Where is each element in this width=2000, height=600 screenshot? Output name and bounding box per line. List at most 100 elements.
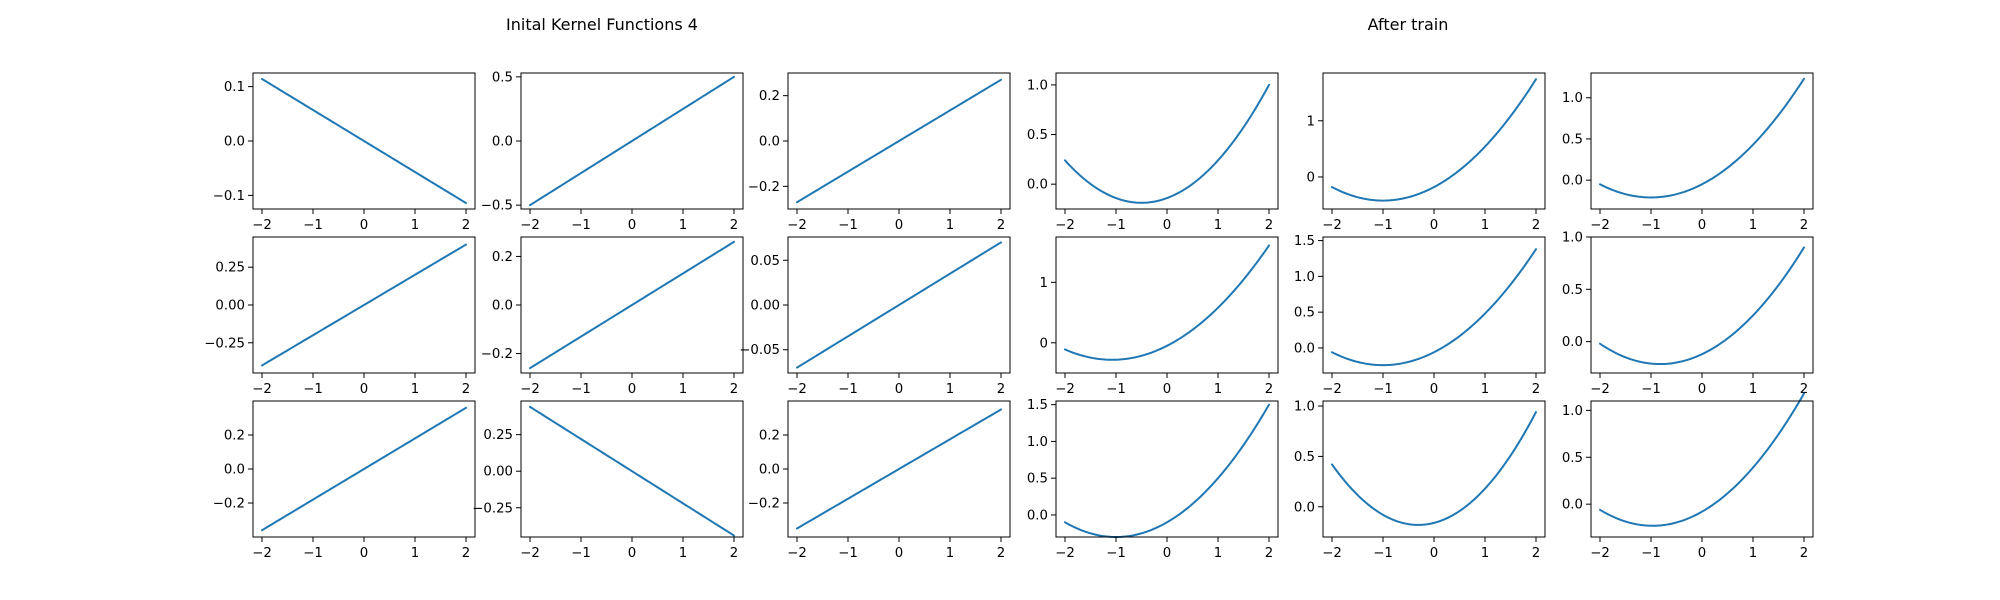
axes-frame <box>1590 236 1814 374</box>
y-tick-label: 0.0 <box>1294 500 1315 515</box>
x-tick-label: −2 <box>1055 546 1075 561</box>
y-tick-label: −0.25 <box>204 336 245 351</box>
y-tick-label: 1 <box>1307 114 1315 129</box>
x-tick-label: −1 <box>1106 218 1126 233</box>
x-tick-label: 2 <box>730 218 738 233</box>
right-title: After train <box>1368 15 1449 34</box>
x-tick-label: 0 <box>895 382 903 397</box>
x-tick-label: −2 <box>252 546 272 561</box>
x-tick-label: −1 <box>571 546 591 561</box>
y-tick-label: 0.00 <box>483 465 513 480</box>
x-tick-label: −1 <box>571 218 591 233</box>
x-tick-label: 0 <box>360 382 368 397</box>
x-tick-label: −2 <box>1322 546 1342 561</box>
y-tick-label: 0.25 <box>483 428 513 443</box>
x-tick-label: 2 <box>997 546 1005 561</box>
y-tick-label: 0 <box>1040 336 1048 351</box>
series-line <box>1331 411 1537 526</box>
x-tick-label: 0 <box>628 382 636 397</box>
x-tick-label: 1 <box>1749 382 1757 397</box>
y-tick-label: 1.5 <box>1027 398 1048 413</box>
x-tick-label: −1 <box>1106 382 1126 397</box>
y-tick-label: 0.1 <box>224 80 245 95</box>
x-tick-label: 2 <box>1800 218 1808 233</box>
x-tick-label: 0 <box>1698 382 1706 397</box>
y-tick-label: 0.05 <box>750 254 780 269</box>
y-tick-label: 0.2 <box>224 429 245 444</box>
subplot-grid: −2 −1 0 1 2 0.1 0.0 −0.1 −2 −1 0 1 2 0.5 0.0 −0.5 −2 −1 0 1… <box>204 70 1814 561</box>
x-tick-label: 2 <box>730 382 738 397</box>
series-line <box>261 243 467 367</box>
x-tick-label: −1 <box>1106 546 1126 561</box>
x-tick-label: 0 <box>1430 218 1438 233</box>
x-tick-label: −2 <box>787 546 807 561</box>
series-line <box>1064 403 1270 538</box>
x-tick-label: −1 <box>1373 218 1393 233</box>
x-tick-label: 2 <box>1800 382 1808 397</box>
x-tick-label: −2 <box>252 218 272 233</box>
y-tick-label: 0.0 <box>492 135 513 150</box>
y-tick-label: −0.2 <box>748 180 780 195</box>
y-tick-label: 0.0 <box>1027 508 1048 523</box>
x-tick-label: −2 <box>1322 382 1342 397</box>
subplot-row3-col1: −2 −1 0 1 2 0.2 0.0 −0.2 <box>213 400 476 561</box>
y-tick-label: −0.2 <box>213 497 245 512</box>
x-tick-label: 1 <box>1214 218 1222 233</box>
y-tick-label: 0.0 <box>1027 178 1048 193</box>
x-tick-label: −2 <box>1590 546 1610 561</box>
x-tick-label: 0 <box>895 218 903 233</box>
x-tick-label: −2 <box>1055 382 1075 397</box>
x-tick-label: 2 <box>1265 382 1273 397</box>
left-title: Inital Kernel Functions 4 <box>506 15 698 34</box>
x-tick-label: 0 <box>628 218 636 233</box>
axes-frame <box>1055 72 1279 210</box>
subplot-row3-col4: −2 −1 0 1 2 1.5 1.0 0.5 0.0 <box>1027 398 1279 561</box>
y-tick-label: 0.2 <box>759 429 780 444</box>
x-tick-label: 1 <box>946 382 954 397</box>
x-tick-label: −2 <box>520 218 540 233</box>
series-line <box>1064 83 1270 204</box>
y-tick-label: −0.2 <box>748 497 780 512</box>
axes-frame <box>1055 236 1279 374</box>
y-tick-label: 0.0 <box>492 299 513 314</box>
x-tick-label: −1 <box>303 546 323 561</box>
x-tick-label: −1 <box>838 382 858 397</box>
y-tick-label: 0.5 <box>492 70 513 85</box>
subplot-row2-col4: −2 −1 0 1 2 1 0 <box>1040 236 1279 397</box>
subplot-row2-col5: −2 −1 0 1 2 1.5 1.0 0.5 0.0 <box>1294 234 1546 397</box>
subplot-row1-col3: −2 −1 0 1 2 0.2 0.0 −0.2 <box>748 72 1011 233</box>
x-tick-label: 2 <box>1532 546 1540 561</box>
x-tick-label: 2 <box>1265 218 1273 233</box>
y-tick-label: 0 <box>1307 170 1315 185</box>
x-tick-label: 0 <box>1163 546 1171 561</box>
series-line <box>1331 78 1537 202</box>
x-tick-label: 0 <box>1430 546 1438 561</box>
y-tick-label: 0.5 <box>1562 451 1583 466</box>
y-tick-label: −0.05 <box>739 343 780 358</box>
x-tick-label: 2 <box>462 546 470 561</box>
x-tick-label: 1 <box>411 218 419 233</box>
x-tick-label: 0 <box>628 546 636 561</box>
y-tick-label: 0.0 <box>759 135 780 150</box>
subplot-row1-col5: −2 −1 0 1 2 1 0 <box>1307 72 1546 233</box>
series-line <box>1331 248 1537 367</box>
y-tick-label: 0.5 <box>1027 128 1048 143</box>
series-line <box>529 405 735 537</box>
x-tick-label: 1 <box>1214 382 1222 397</box>
y-tick-label: 0.25 <box>215 261 245 276</box>
x-tick-label: 1 <box>1481 218 1489 233</box>
x-tick-label: −1 <box>303 382 323 397</box>
x-tick-label: −1 <box>1373 382 1393 397</box>
x-tick-label: 0 <box>895 546 903 561</box>
x-tick-label: 1 <box>1214 546 1222 561</box>
x-tick-label: 2 <box>997 218 1005 233</box>
y-tick-label: −0.25 <box>472 501 513 516</box>
series-line <box>1599 77 1805 199</box>
subplot-row3-col3: −2 −1 0 1 2 0.2 0.0 −0.2 <box>748 400 1011 561</box>
x-tick-label: −1 <box>838 218 858 233</box>
y-tick-label: −0.2 <box>481 347 513 362</box>
x-tick-label: −1 <box>1641 218 1661 233</box>
y-tick-label: 1.0 <box>1294 400 1315 415</box>
x-tick-label: −2 <box>787 382 807 397</box>
x-tick-label: −2 <box>1055 218 1075 233</box>
